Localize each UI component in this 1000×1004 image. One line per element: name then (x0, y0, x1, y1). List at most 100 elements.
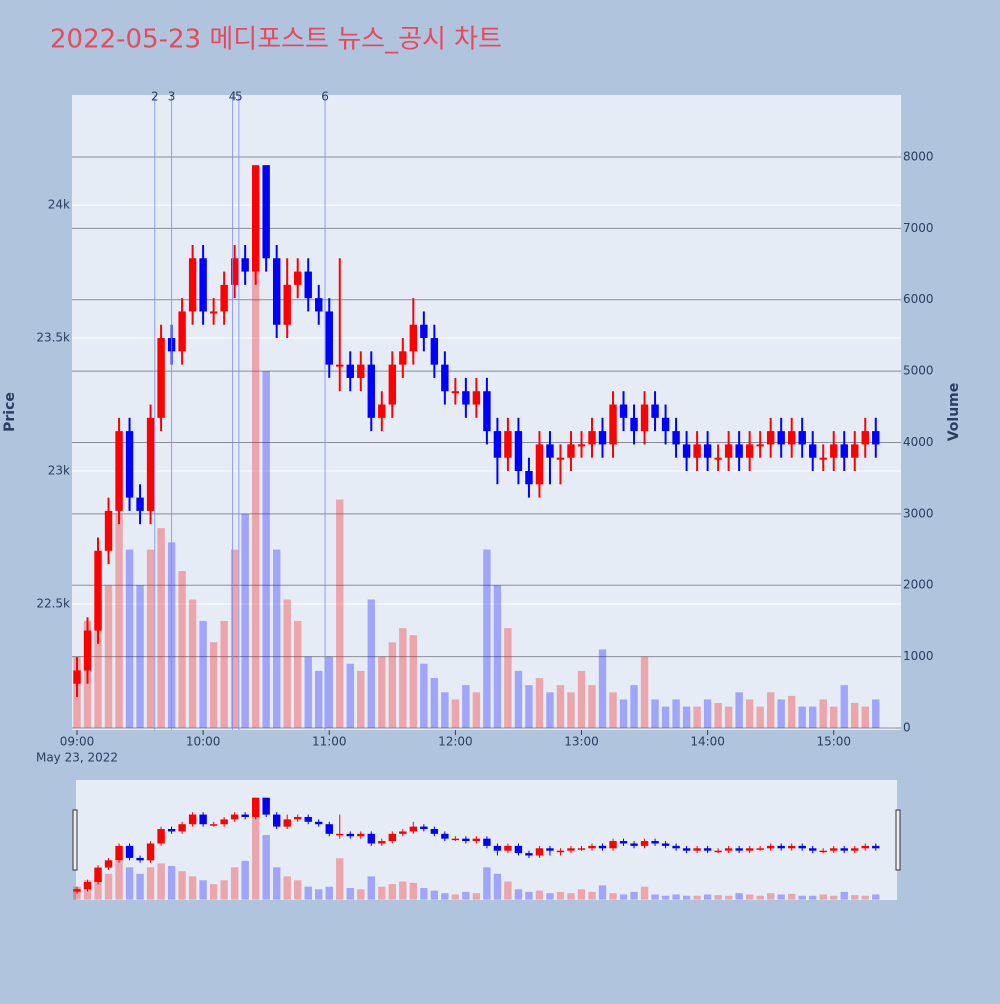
volume-bar (304, 656, 312, 729)
x-tick-label: 11:00 (312, 735, 347, 749)
slider-body (672, 845, 680, 849)
candle-body (325, 311, 333, 365)
slider-volume-bar (609, 893, 617, 900)
volume-bar (220, 620, 228, 729)
slider-body (535, 848, 544, 856)
slider-volume-bar (830, 895, 838, 900)
slider-volume-bar (714, 895, 722, 900)
slider-body (294, 816, 302, 820)
candle-body (199, 258, 207, 312)
candle-body (441, 364, 449, 392)
slider-body (809, 848, 817, 851)
slider-body (483, 838, 491, 846)
candle-body (493, 431, 502, 458)
range-handle[interactable] (895, 809, 901, 871)
volume-bar (535, 678, 544, 729)
slider-volume-bar (178, 871, 186, 900)
slider-volume-bar (315, 889, 323, 900)
range-handle[interactable] (72, 809, 78, 871)
slider-volume-bar (493, 873, 502, 900)
volume-bar (861, 706, 869, 729)
candle-body (830, 444, 838, 458)
slider-volume-bar (735, 893, 743, 900)
x-tick-label: 15:00 (816, 735, 851, 749)
slider-volume-bar (378, 886, 386, 900)
y2-tick-label: 0 (903, 721, 911, 735)
slider-body (325, 824, 333, 834)
candle-body (472, 391, 481, 405)
slider-volume-bar (241, 860, 249, 900)
slider-body (872, 845, 880, 849)
slider-body (588, 845, 596, 849)
slider-volume-bar (651, 894, 659, 900)
slider-volume-bar (588, 891, 596, 900)
slider-volume-bar (567, 893, 575, 900)
slider-body (724, 848, 733, 851)
slider-body (199, 814, 207, 825)
candle-body (104, 510, 113, 551)
slider-volume-bar (483, 867, 491, 900)
volume-bar (546, 692, 554, 729)
slider-volume-bar (104, 873, 113, 900)
volume-bar (188, 599, 197, 729)
slider-body (136, 857, 144, 861)
slider-volume-bar (188, 876, 197, 900)
volume-bar (872, 699, 880, 729)
volume-bar (588, 685, 596, 729)
candle-body (420, 324, 428, 339)
slider-volume-bar (304, 886, 312, 900)
candle-body (525, 471, 533, 485)
slider-volume-bar (94, 876, 102, 900)
chart-title: 2022-05-23 메디포스트 뉴스_공시 차트 (50, 25, 502, 55)
y2-tick-label: 1000 (903, 649, 934, 663)
slider-body (609, 841, 617, 849)
candle-body (430, 338, 439, 365)
candle-body (230, 258, 239, 285)
slider-volume-bar (199, 880, 207, 900)
candle-body (483, 391, 491, 432)
slider-volume-bar (777, 894, 785, 900)
slider-body (336, 833, 344, 836)
slider-body (851, 848, 859, 851)
slider-volume-bar (514, 889, 523, 900)
slider-body (357, 833, 365, 837)
slider-volume-bar (451, 894, 460, 900)
candle-body (756, 444, 764, 447)
slider-body (661, 843, 670, 846)
volume-bar (661, 706, 670, 729)
candle-body (504, 431, 512, 458)
candle-body (304, 271, 312, 299)
slider-volume-bar (724, 895, 733, 900)
volume-bar (272, 549, 281, 729)
slider-volume-bar (640, 886, 649, 900)
slider-volume-bar (272, 867, 281, 900)
slider-body (861, 845, 869, 849)
slider-body (714, 850, 722, 853)
volume-bar (809, 706, 817, 729)
slider-volume-bar (703, 894, 712, 900)
slider-volume-bar (409, 882, 418, 900)
slider-body (514, 845, 523, 854)
candle-body (294, 271, 302, 285)
slider-body (598, 845, 607, 849)
candle-body (609, 404, 617, 445)
volume-bar (336, 499, 344, 729)
candle-body (346, 364, 354, 378)
y-axis-title: Price (2, 392, 18, 432)
candle-body (157, 338, 165, 418)
slider-body (830, 848, 838, 851)
candle-body (115, 431, 123, 511)
volume-bar (630, 685, 638, 729)
volume-bar (693, 706, 701, 729)
x-date-label: May 23, 2022 (36, 751, 118, 765)
slider-volume-bar (346, 888, 354, 900)
slider-body (472, 838, 481, 842)
slider-volume-bar (399, 881, 407, 900)
volume-bar (766, 692, 775, 729)
slider-body (420, 826, 428, 830)
candle-body (241, 258, 249, 272)
candle-body (567, 444, 575, 458)
slider-body (756, 848, 764, 850)
slider-volume-bar (756, 895, 764, 900)
candle-body (251, 165, 260, 272)
